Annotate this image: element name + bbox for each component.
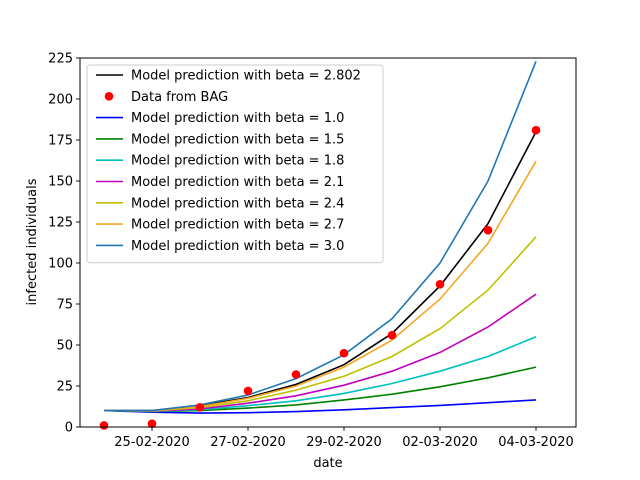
series-line-5 xyxy=(103,293,537,412)
y-tick-label: 200 xyxy=(48,93,73,108)
data-point xyxy=(99,421,109,430)
legend-entry-label: Model prediction with beta = 1.5 xyxy=(131,132,344,147)
y-tick-label: 100 xyxy=(48,257,73,272)
legend-entry-label: Model prediction with beta = 3.0 xyxy=(131,239,344,254)
data-point xyxy=(387,330,397,340)
y-axis-ticks: 0 25 50 75 100 125 150 175 200 225 xyxy=(48,52,80,436)
x-tick-label: 02-03-2020 xyxy=(402,435,478,450)
plot-lines xyxy=(103,61,537,414)
data-point xyxy=(435,280,445,289)
x-tick-label: 25-02-2020 xyxy=(114,435,190,450)
legend-entry-label: Model prediction with beta = 2.7 xyxy=(131,218,344,233)
y-tick-label: 150 xyxy=(48,175,73,190)
legend-entry-label: Model prediction with beta = 1.8 xyxy=(131,154,344,169)
series-line-7 xyxy=(103,160,537,412)
data-point xyxy=(243,386,253,396)
legend-entry-label: Data from BAG xyxy=(131,90,228,105)
y-tick-label: 0 xyxy=(65,421,73,436)
legend-box xyxy=(86,64,384,264)
axes-frame xyxy=(79,57,577,428)
data-point xyxy=(291,370,301,379)
series-line-2 xyxy=(103,399,537,414)
legend-marker-swatch xyxy=(104,92,114,101)
legend-entry-label: Model prediction with beta = 1.0 xyxy=(131,111,344,126)
series-line-8 xyxy=(104,61,537,412)
legend: Model prediction with beta = 2.802 Data f… xyxy=(86,64,384,264)
y-tick-label: 125 xyxy=(48,216,73,231)
x-axis-label: date xyxy=(313,456,342,471)
legend-entry-label: Model prediction with beta = 2.1 xyxy=(131,175,344,190)
y-tick-label: 175 xyxy=(48,134,73,149)
y-tick-label: 50 xyxy=(56,339,73,354)
x-tick-label: 29-02-2020 xyxy=(306,435,382,450)
y-tick-label: 225 xyxy=(48,52,73,67)
legend-entry-label: Model prediction with beta = 2.802 xyxy=(131,69,361,84)
data-point xyxy=(195,403,205,412)
data-point xyxy=(483,225,493,235)
data-point xyxy=(147,419,157,429)
legend-entry-label: Model prediction with beta = 2.4 xyxy=(131,196,344,211)
x-tick-label: 27-02-2020 xyxy=(210,435,286,450)
y-tick-label: 75 xyxy=(56,298,73,313)
x-tick-label: 04-03-2020 xyxy=(498,435,574,450)
data-point xyxy=(339,348,349,358)
y-axis-label: infected individuals xyxy=(25,178,40,305)
x-axis-ticks: 25-02-2020 27-02-2020 29-02-2020 02-03-2020… xyxy=(114,427,574,450)
plot-points xyxy=(99,125,541,430)
y-tick-label: 25 xyxy=(56,380,73,395)
data-point xyxy=(531,125,541,135)
